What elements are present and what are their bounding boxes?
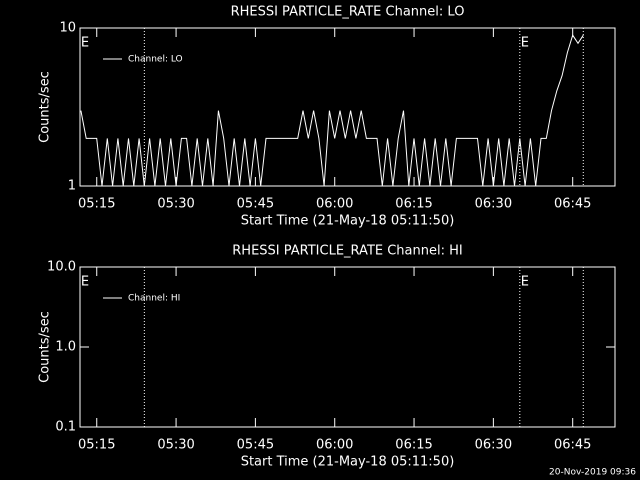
y-tick-label: 0.1 bbox=[55, 420, 76, 435]
x-tick-label: 05:30 bbox=[157, 438, 194, 453]
x-tick-label: 05:15 bbox=[78, 197, 115, 212]
y-axis-label: Counts/sec bbox=[38, 311, 53, 383]
y-axis-label: Counts/sec bbox=[38, 71, 53, 143]
x-tick-label: 06:15 bbox=[395, 438, 432, 453]
x-tick-label: 06:30 bbox=[475, 438, 512, 453]
x-tick-label: 05:45 bbox=[237, 197, 274, 212]
x-axis-label: Start Time (21-May-18 05:11:50) bbox=[241, 214, 455, 229]
event-label: E bbox=[521, 275, 529, 290]
y-tick-label: 1 bbox=[68, 179, 76, 194]
y-tick-label: 1.0 bbox=[55, 340, 76, 355]
legend-label: Channel: HI bbox=[128, 294, 180, 304]
x-tick-label: 06:45 bbox=[554, 438, 591, 453]
legend-label: Channel: LO bbox=[128, 55, 183, 65]
x-tick-label: 06:15 bbox=[395, 197, 432, 212]
y-tick-label: 10 bbox=[59, 21, 76, 36]
chart-title: RHESSI PARTICLE_RATE Channel: HI bbox=[232, 244, 462, 259]
x-tick-label: 06:00 bbox=[316, 197, 353, 212]
x-axis-label: Start Time (21-May-18 05:11:50) bbox=[241, 455, 455, 470]
plot-frame bbox=[79, 27, 616, 187]
y-tick-label: 10.0 bbox=[47, 260, 76, 275]
x-tick-label: 06:30 bbox=[475, 197, 512, 212]
event-label: E bbox=[81, 275, 89, 290]
chart-title: RHESSI PARTICLE_RATE Channel: LO bbox=[231, 5, 465, 20]
x-tick-label: 05:45 bbox=[237, 438, 274, 453]
event-label: E bbox=[521, 36, 529, 51]
footer-timestamp: 20-Nov-2019 09:36 bbox=[549, 468, 636, 478]
x-tick-label: 06:00 bbox=[316, 438, 353, 453]
plot-frame bbox=[79, 266, 616, 428]
x-tick-label: 05:30 bbox=[157, 197, 194, 212]
event-label: E bbox=[81, 36, 89, 51]
x-tick-label: 06:45 bbox=[554, 197, 591, 212]
data-line bbox=[80, 34, 584, 187]
x-tick-label: 05:15 bbox=[78, 438, 115, 453]
